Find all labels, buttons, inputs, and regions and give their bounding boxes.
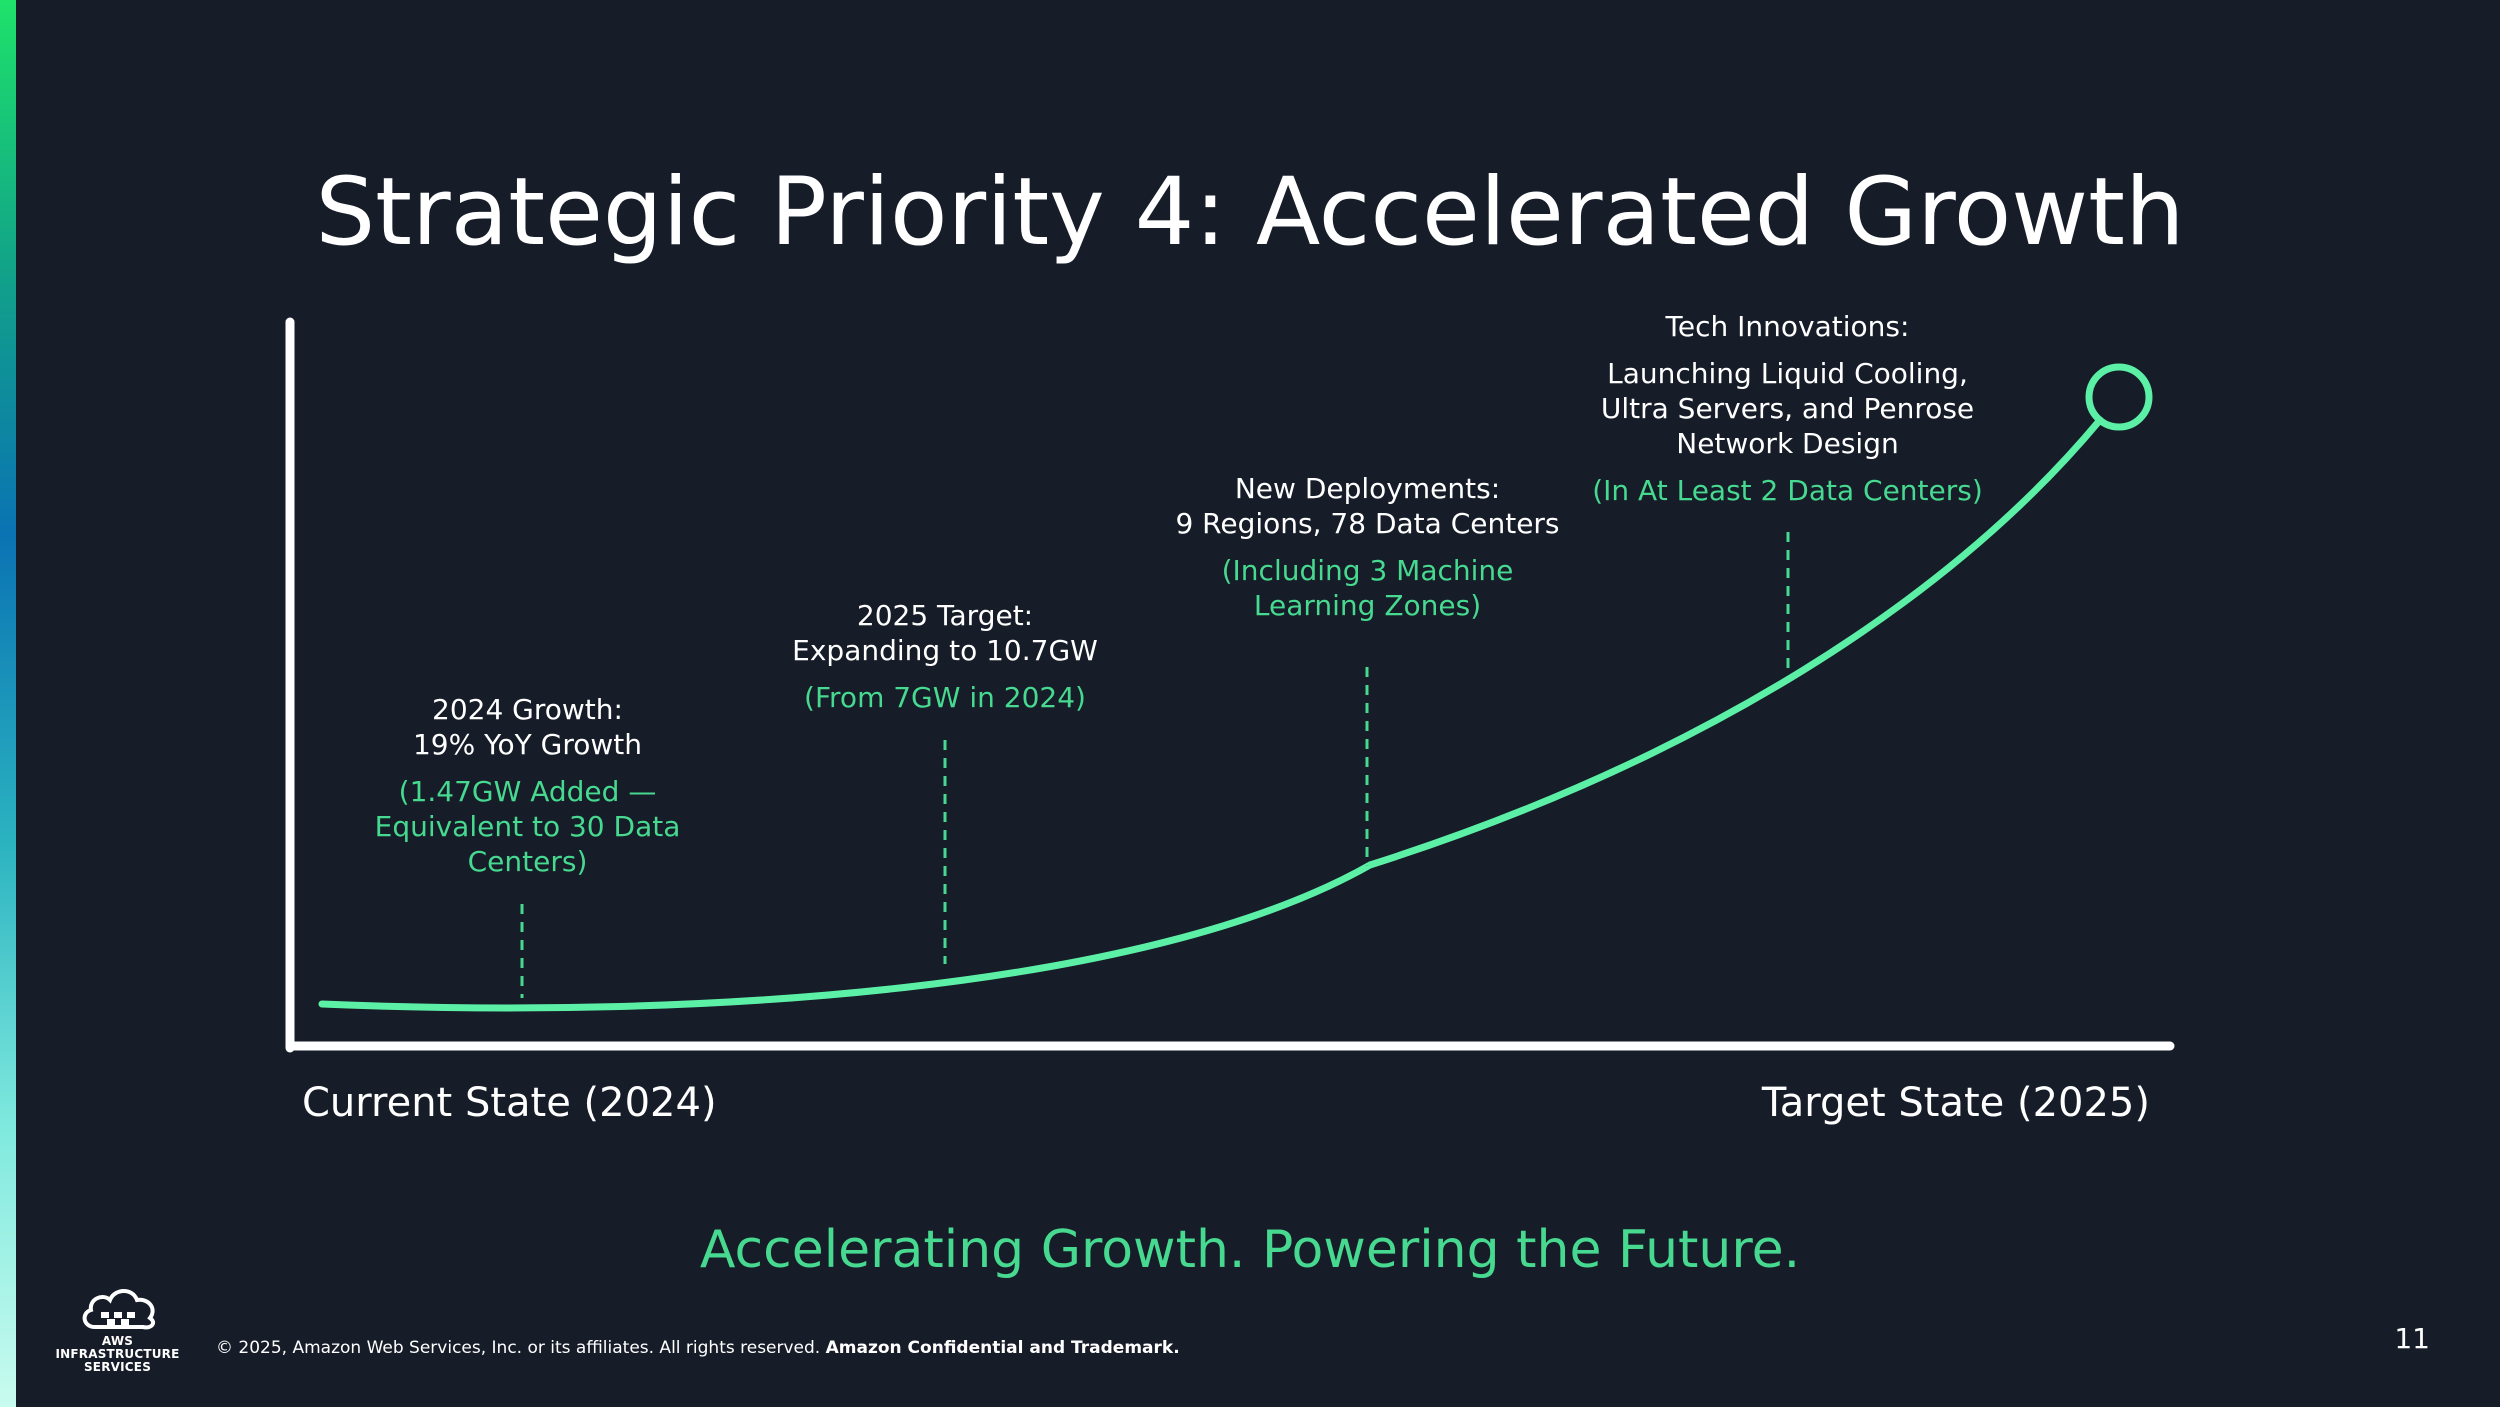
copyright-text: © 2025, Amazon Web Services, Inc. or its… — [216, 1338, 821, 1358]
milestone-detail: Launching Liquid Cooling, Ultra Servers,… — [1575, 356, 2000, 461]
note-line: (Including 3 Machine — [1221, 554, 1514, 587]
milestone-note: (In At Least 2 Data Centers) — [1575, 473, 2000, 508]
page-number: 11 — [2394, 1322, 2430, 1355]
milestone-title: 2025 Target: — [856, 599, 1034, 632]
aws-infrastructure-logo: AWS INFRASTRUCTURE SERVICES — [40, 1285, 195, 1374]
growth-curve — [318, 416, 2104, 1012]
milestone-detail: 19% YoY Growth — [412, 728, 642, 761]
accent-bar — [0, 0, 16, 1407]
note-line: Centers) — [467, 845, 588, 878]
milestone-title: 2024 Growth: — [432, 693, 623, 726]
footer-copyright: © 2025, Amazon Web Services, Inc. or its… — [216, 1338, 1180, 1358]
logo-line-1: AWS INFRASTRUCTURE — [55, 1334, 180, 1361]
detail-line: Launching Liquid Cooling, — [1607, 357, 1968, 390]
x-axis-start-label: Current State (2024) — [302, 1080, 717, 1126]
note-line: Equivalent to 30 Data — [374, 810, 681, 843]
milestone-new-deployments: New Deployments: 9 Regions, 78 Data Cent… — [1170, 471, 1565, 623]
milestone-2024-growth: 2024 Growth: 19% YoY Growth (1.47GW Adde… — [355, 692, 700, 879]
note-line: (1.47GW Added — — [398, 775, 657, 808]
milestone-tech-innovations: Tech Innovations: Launching Liquid Cooli… — [1575, 309, 2000, 508]
note-line: Learning Zones) — [1253, 589, 1482, 622]
detail-line: Network Design — [1676, 427, 1899, 460]
x-axis-end-label: Target State (2025) — [1761, 1080, 2150, 1126]
milestone-note: (1.47GW Added — Equivalent to 30 Data Ce… — [355, 774, 700, 879]
milestone-2025-target: 2025 Target: Expanding to 10.7GW (From 7… — [765, 598, 1125, 715]
milestone-detail: 9 Regions, 78 Data Centers — [1175, 507, 1560, 540]
slide-title: Strategic Priority 4: Accelerated Growth — [315, 157, 2185, 267]
milestone-title: Tech Innovations: — [1665, 310, 1910, 343]
tagline: Accelerating Growth. Powering the Future… — [699, 1220, 1801, 1280]
target-endpoint-marker — [2085, 363, 2153, 431]
confidential-text: Amazon Confidential and Trademark. — [825, 1338, 1180, 1358]
detail-line: Ultra Servers, and Penrose — [1600, 392, 1975, 425]
milestone-note: (Including 3 Machine Learning Zones) — [1170, 553, 1565, 623]
note-line: (From 7GW in 2024) — [804, 681, 1086, 714]
milestone-detail: Expanding to 10.7GW — [792, 634, 1098, 667]
cloud-icon — [77, 1289, 159, 1335]
note-line: (In At Least 2 Data Centers) — [1592, 474, 1983, 507]
logo-line-2: SERVICES — [83, 1360, 152, 1374]
milestone-title: New Deployments: — [1234, 472, 1501, 505]
milestone-note: (From 7GW in 2024) — [765, 680, 1125, 715]
